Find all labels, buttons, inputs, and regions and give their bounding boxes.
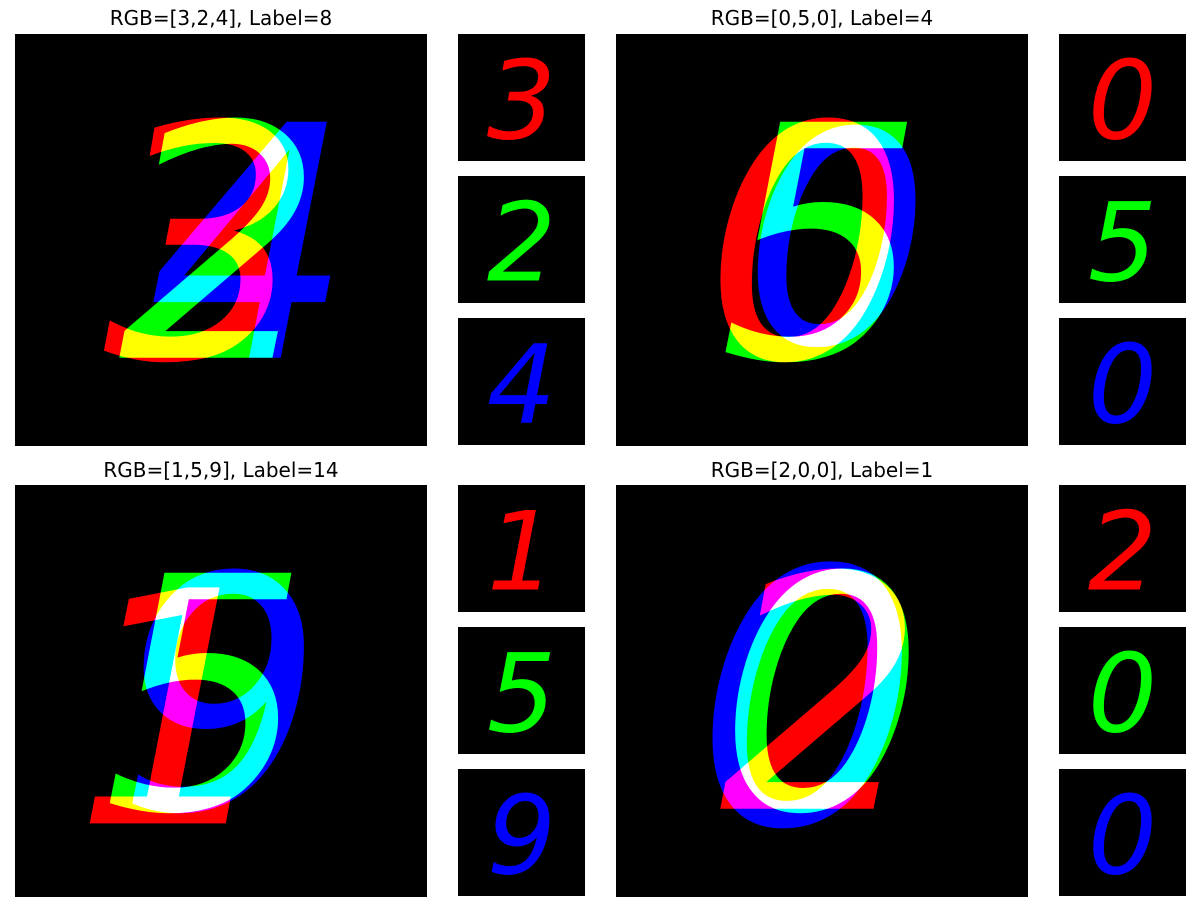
- composite-digit-green-4: 0: [719, 510, 925, 886]
- composite-digit-image-4: 2 0 0: [616, 485, 1028, 897]
- composite-digit-image-3: 1 5 9: [15, 485, 427, 897]
- panel-title-2: RGB=[0,5,0], Label=4: [710, 6, 934, 30]
- channel-image-green-4: 0: [1059, 627, 1186, 754]
- channel-digit-blue-1: 4: [487, 321, 556, 445]
- composite-digit-green-2: 5: [719, 59, 925, 435]
- composite-digit-green-3: 5: [103, 510, 309, 886]
- channel-digit-blue-4: 0: [1088, 772, 1157, 896]
- composite-digit-blue-4: 0: [695, 496, 920, 897]
- channel-digit-red-3: 1: [487, 488, 556, 612]
- panel-title-4: RGB=[2,0,0], Label=1: [710, 458, 934, 482]
- composite-digit-blue-2: 0: [743, 71, 930, 413]
- channel-digit-green-3: 5: [487, 630, 556, 754]
- composite-digit-red-3: 1: [74, 524, 280, 897]
- panel-title-1: RGB=[3,2,4], Label=8: [109, 6, 333, 30]
- channel-image-blue-3: 9: [458, 769, 585, 896]
- channel-image-green-3: 5: [458, 627, 585, 754]
- composite-digit-red-4: 2: [719, 510, 925, 886]
- channel-image-blue-2: 0: [1059, 318, 1186, 445]
- composite-digit-red-1: 3: [103, 59, 309, 435]
- channel-digit-red-2: 0: [1088, 37, 1157, 161]
- channel-image-green-1: 2: [458, 176, 585, 303]
- channel-digit-green-2: 5: [1088, 179, 1157, 303]
- channel-image-red-3: 1: [458, 485, 585, 612]
- composite-digit-image-2: 0 5 0: [616, 34, 1028, 446]
- channel-image-blue-1: 4: [458, 318, 585, 445]
- composite-digit-green-1: 2: [118, 59, 324, 435]
- channel-image-red-4: 2: [1059, 485, 1186, 612]
- composite-digit-image-1: 3 2 4: [15, 34, 427, 446]
- channel-digit-blue-3: 9: [487, 772, 556, 896]
- channel-image-blue-4: 0: [1059, 769, 1186, 896]
- channel-digit-green-1: 2: [487, 179, 556, 303]
- channel-digit-red-4: 2: [1088, 488, 1157, 612]
- channel-image-green-2: 5: [1059, 176, 1186, 303]
- channel-digit-green-4: 0: [1088, 630, 1157, 754]
- channel-image-red-1: 3: [458, 34, 585, 161]
- composite-digit-red-2: 0: [704, 59, 910, 435]
- composite-digit-blue-3: 9: [118, 510, 324, 886]
- channel-image-red-2: 0: [1059, 34, 1186, 161]
- panel-title-3: RGB=[1,5,9], Label=14: [103, 458, 339, 482]
- channel-digit-red-1: 3: [487, 37, 556, 161]
- composite-digit-blue-1: 4: [147, 59, 353, 435]
- channel-digit-blue-2: 0: [1088, 321, 1157, 445]
